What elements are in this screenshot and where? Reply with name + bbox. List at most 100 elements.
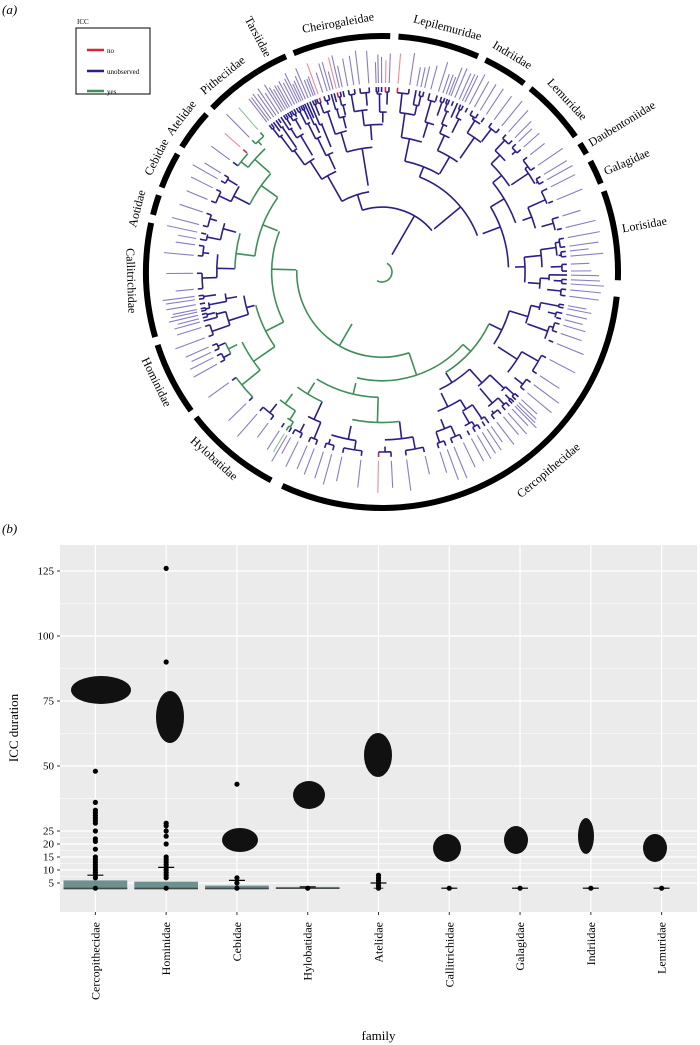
tree-branch	[548, 200, 554, 204]
species-label	[442, 74, 450, 94]
tree-branch	[458, 434, 463, 440]
species-label	[307, 76, 316, 96]
tree-branch	[480, 416, 485, 421]
tree-branch	[288, 427, 293, 433]
species-label	[264, 84, 282, 113]
species-label	[327, 71, 334, 90]
tree-branch	[204, 324, 211, 328]
tree-branch	[444, 98, 449, 104]
tree-branch	[294, 428, 303, 435]
tree-branch	[369, 124, 373, 141]
species-label	[176, 326, 202, 336]
species-label	[315, 72, 324, 93]
tree-branch	[527, 207, 537, 229]
box	[63, 880, 128, 890]
tree-branch	[489, 374, 505, 389]
species-label	[322, 454, 333, 485]
tree-branch	[354, 109, 368, 113]
tree-branch	[540, 246, 557, 251]
tree-branch	[502, 137, 510, 145]
species-label	[569, 248, 589, 252]
tree-branch	[314, 123, 321, 134]
tree-branch	[404, 450, 407, 456]
tree-branch	[524, 254, 542, 259]
tree-branch	[203, 316, 218, 322]
tree-branch	[407, 88, 410, 95]
species-label	[556, 188, 583, 201]
tree-branch	[365, 92, 368, 106]
tree-branch	[342, 104, 347, 116]
tree-branch	[311, 100, 316, 106]
species-label	[228, 403, 247, 422]
tree-branch	[257, 140, 263, 146]
y-tick-label: 10	[43, 865, 55, 877]
tree-branch	[350, 94, 356, 112]
tree-branch	[295, 107, 300, 113]
outlier-point	[163, 875, 169, 881]
tree-branch	[331, 445, 335, 451]
tree-root	[376, 262, 393, 283]
tree-branch	[505, 401, 510, 407]
tree-branch	[490, 198, 505, 208]
tree-branch	[269, 403, 278, 414]
tree-branch	[507, 351, 523, 373]
tree-branch	[225, 295, 238, 300]
tree-branch	[281, 126, 298, 148]
species-label	[549, 358, 576, 374]
species-label	[543, 160, 568, 175]
species-label	[445, 74, 454, 95]
tree-branch	[325, 151, 334, 157]
tree-branch	[224, 293, 228, 302]
outlier-point	[163, 659, 169, 665]
tree-branch	[353, 440, 357, 451]
species-label	[365, 50, 370, 84]
tree-branch	[298, 106, 302, 112]
tree-branch	[240, 161, 249, 168]
species-label	[446, 449, 459, 480]
tree-branch	[235, 376, 254, 398]
tree-branch	[290, 128, 298, 139]
family-arc	[600, 190, 621, 281]
tree-branch	[220, 359, 226, 363]
tree-branch	[514, 392, 520, 398]
tree-branch	[338, 96, 343, 106]
species-label	[252, 93, 272, 120]
species-label	[337, 65, 343, 88]
tree-branch	[220, 353, 226, 361]
tree-branch	[418, 90, 421, 97]
species-label	[177, 234, 197, 240]
species-label	[485, 88, 504, 115]
tree-branch	[376, 397, 379, 423]
species-label	[295, 68, 309, 99]
tree-branch	[293, 150, 306, 166]
species-label	[439, 451, 448, 473]
tree-branch	[539, 249, 543, 268]
tree-branch	[435, 425, 452, 433]
x-tick-label: Cercopithecidae	[88, 922, 102, 1000]
tree-branch	[551, 329, 558, 333]
species-label	[268, 87, 284, 111]
species-label	[533, 384, 560, 404]
tree-branch	[362, 206, 433, 232]
tree-branch	[397, 91, 409, 95]
tree-branch	[459, 137, 476, 159]
species-label	[166, 304, 196, 311]
species-label	[294, 75, 306, 100]
tree-branch	[211, 324, 231, 333]
species-label	[175, 241, 196, 246]
tree-branch	[198, 297, 205, 300]
tree-branch	[408, 352, 418, 376]
tree-branch	[201, 309, 207, 312]
tree-branch	[306, 382, 316, 395]
tree-branch	[280, 116, 290, 131]
tree-branch	[424, 100, 432, 123]
outlier-point	[92, 875, 98, 881]
species-label	[390, 460, 394, 488]
species-label	[226, 113, 250, 138]
tree-branch	[286, 112, 291, 118]
species-label	[550, 174, 576, 188]
species-label	[256, 422, 269, 438]
species-label	[179, 203, 203, 213]
species-label	[278, 81, 293, 107]
